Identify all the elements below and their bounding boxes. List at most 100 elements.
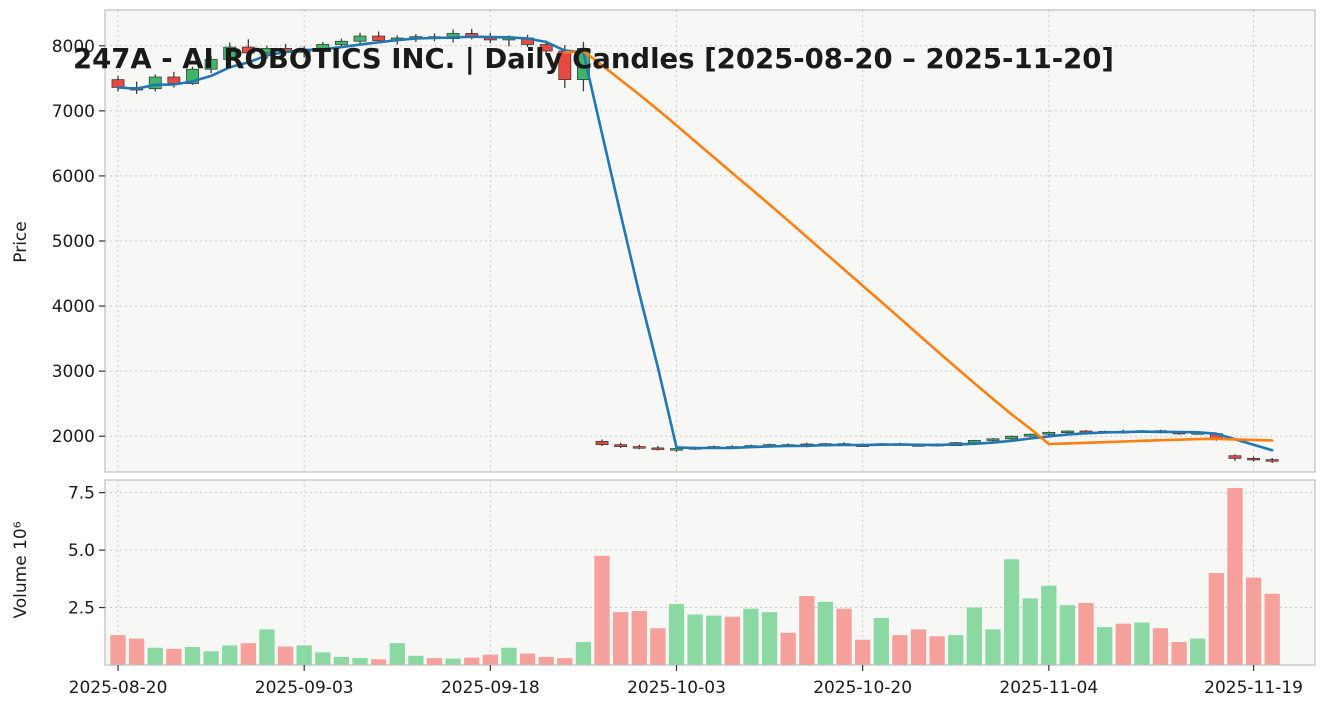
volume-bar: [1041, 585, 1057, 665]
candle-body-down: [1228, 455, 1242, 459]
x-tick-label: 2025-08-20: [69, 678, 168, 698]
volume-bar: [482, 654, 498, 665]
volume-bar: [892, 635, 908, 665]
candle-body-up: [1042, 431, 1056, 435]
volume-bar: [761, 612, 778, 665]
gridlines: [105, 10, 1315, 665]
volume-bar: [184, 647, 201, 665]
volume-bar: [687, 614, 703, 665]
volume-bar: [724, 616, 740, 665]
volume-bar: [799, 596, 815, 665]
volume-bar: [519, 653, 536, 665]
candle-body-down: [372, 35, 386, 41]
volume-bar: [668, 604, 685, 665]
volume-bar: [1245, 577, 1262, 665]
volume-panel-border: [104, 479, 1316, 666]
volume-bar: [631, 610, 647, 665]
volume-bar: [706, 615, 722, 665]
candle-body-up: [148, 76, 162, 90]
candle-body-up: [1061, 430, 1074, 433]
volume-bar: [1078, 602, 1094, 665]
volume-bar: [501, 647, 517, 665]
volume-bar: [408, 655, 424, 665]
candle-body-down: [241, 46, 255, 54]
volume-bar: [929, 636, 945, 665]
x-tick-label: 2025-11-19: [1204, 678, 1303, 698]
price-tick-label: 4000: [52, 297, 95, 317]
price-tick-label: 3000: [52, 362, 95, 382]
volume-bar: [1115, 623, 1131, 665]
price-axis-label: Price: [11, 221, 31, 262]
volume-bar: [966, 607, 982, 665]
volume-bar: [129, 638, 145, 665]
volume-bar: [538, 656, 554, 665]
volume-axis-label: Volume 10⁶: [11, 521, 31, 618]
volume-bar: [836, 608, 852, 665]
volume-bar: [333, 656, 350, 665]
candle-body-up: [986, 438, 1000, 441]
volume-bar: [1190, 638, 1206, 665]
x-tick-label: 2025-10-03: [627, 678, 726, 698]
volume-bar: [389, 643, 405, 665]
volume-bar: [948, 635, 964, 665]
volume-bar: [1134, 622, 1150, 665]
candle-body-down: [651, 447, 665, 450]
x-tick-label: 2025-10-20: [813, 678, 912, 698]
candle-body-down: [1265, 459, 1279, 462]
candle-body-up: [577, 48, 590, 80]
series: [110, 28, 1280, 665]
volume-bar: [1208, 573, 1224, 665]
x-tick-label: 2025-09-03: [255, 678, 354, 698]
candle-body-down: [614, 444, 628, 447]
volume-tick-label: 2.5: [68, 599, 95, 619]
price-tick-label: 6000: [52, 167, 95, 187]
volume-bar: [240, 643, 256, 665]
volume-bar: [110, 635, 126, 665]
x-tick-label: 2025-09-18: [441, 678, 540, 698]
volume-bar: [147, 647, 163, 665]
candle-body-up: [1005, 435, 1018, 440]
volume-bar: [1264, 593, 1280, 665]
volume-bar: [259, 629, 275, 665]
volume-bar: [371, 659, 387, 665]
volume-bar: [594, 555, 610, 665]
volume-tick-label: 5.0: [68, 541, 95, 561]
volume-bar: [1059, 605, 1076, 665]
candle-body-up: [335, 40, 348, 45]
volume-bar: [817, 601, 834, 665]
volume-bar: [557, 658, 573, 665]
candle-body-down: [632, 446, 646, 449]
volume-bar: [1097, 627, 1113, 665]
volume-tick-label: 7.5: [68, 484, 95, 504]
volume-bar: [613, 612, 629, 665]
volume-bar: [873, 617, 889, 665]
candle-body-up: [223, 46, 237, 60]
candle-body-up: [1023, 433, 1037, 437]
candle-body-up: [353, 35, 367, 42]
volume-bar: [1171, 642, 1187, 665]
volume-bar: [780, 632, 796, 665]
price-tick-label: 7000: [52, 102, 95, 122]
volume-bar: [1227, 488, 1243, 665]
tick-labels: 2000 3000 4000 5000 6000 7000 8000 2.5 5.0 7.5 202…: [52, 37, 1303, 698]
volume-bar: [910, 629, 927, 665]
volume-bar: [315, 652, 331, 665]
volume-bar: [352, 658, 368, 665]
volume-bar: [1003, 559, 1020, 665]
volume-bar: [203, 651, 219, 665]
candle-body-up: [204, 59, 218, 70]
ma-short-line: [116, 35, 1274, 452]
price-tick-label: 8000: [52, 37, 95, 57]
volume-bar: [464, 657, 480, 665]
price-tick-label: 2000: [52, 427, 95, 447]
candle-body-down: [539, 44, 553, 52]
panel-backgrounds: [105, 10, 1315, 665]
candle-body-down: [1247, 457, 1260, 461]
volume-bar: [1022, 598, 1038, 665]
volume-bar: [650, 628, 666, 665]
volume-bar: [1152, 628, 1169, 665]
volume-bar: [222, 645, 238, 665]
volume-bar: [985, 629, 1001, 665]
